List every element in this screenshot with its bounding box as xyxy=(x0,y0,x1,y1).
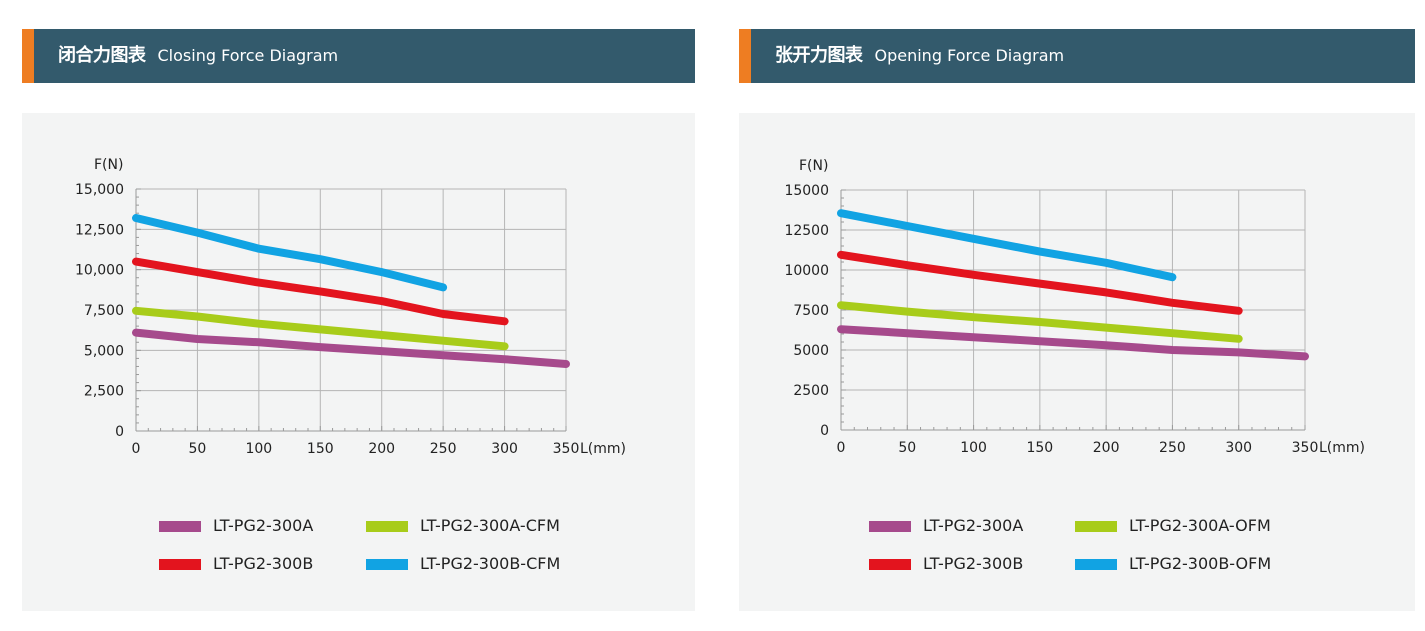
closing-force-title: 闭合力图表 Closing Force Diagram xyxy=(58,29,338,83)
closing-force-chart-area: 0 2,500 5,000 7,500 10,000 12,500 15,000 0 50 100… xyxy=(22,113,695,611)
series-line-lt-pg2-300a xyxy=(132,328,570,368)
opening-force-title-en: Opening Force Diagram xyxy=(874,46,1065,65)
legend-swatch-300a xyxy=(159,521,201,532)
series-line-lt-pg2-300b xyxy=(837,250,1243,315)
y-tick-label: 0 xyxy=(820,423,829,439)
grid-lines xyxy=(136,188,567,431)
opening-force-chart: 0 2500 5000 7500 10000 12500 15000 0 50 100 150 200… xyxy=(784,158,1365,456)
series-line-lt-pg2-300b-ofm xyxy=(837,209,1177,282)
legend-label-300a-ofm: LT-PG2-300A-OFM xyxy=(1129,516,1271,535)
y-tick-label: 0 xyxy=(115,424,124,440)
legend-label-300a-cfm: LT-PG2-300A-CFM xyxy=(420,516,560,535)
opening-force-header: 张开力图表 Opening Force Diagram xyxy=(739,29,1415,83)
x-axis-label: L(mm) xyxy=(1319,440,1365,456)
x-tick-label: 250 xyxy=(1159,440,1186,456)
y-tick-label: 2500 xyxy=(793,383,829,399)
legend-label-300b: LT-PG2-300B xyxy=(213,554,314,573)
y-tick-label: 5000 xyxy=(793,343,829,359)
legend-label-300b-cfm: LT-PG2-300B-CFM xyxy=(420,554,561,573)
legend-swatch-300b xyxy=(159,559,201,570)
x-tick-label: 50 xyxy=(189,441,207,457)
legend-swatch-300b-cfm xyxy=(366,559,408,570)
y-tick-label: 7,500 xyxy=(84,303,124,319)
x-tick-label: 350 xyxy=(1292,440,1319,456)
y-tick-label: 2,500 xyxy=(84,384,124,400)
x-axis-label: L(mm) xyxy=(580,441,626,457)
y-tick-label: 7500 xyxy=(793,303,829,319)
y-axis-label: F(N) xyxy=(799,158,828,174)
closing-force-title-en: Closing Force Diagram xyxy=(157,46,339,65)
legend-label-300b: LT-PG2-300B xyxy=(923,554,1024,573)
series-line-lt-pg2-300b-cfm xyxy=(132,214,448,292)
y-tick-label: 10000 xyxy=(784,263,829,279)
x-tick-label: 250 xyxy=(430,441,457,457)
x-tick-label: 150 xyxy=(307,441,334,457)
series-line-lt-pg2-300a-cfm xyxy=(132,306,509,351)
opening-force-title-cn: 张开力图表 xyxy=(775,45,863,66)
legend-label-300a: LT-PG2-300A xyxy=(213,516,314,535)
legend-swatch-300a xyxy=(869,521,911,532)
opening-force-title: 张开力图表 Opening Force Diagram xyxy=(775,29,1064,83)
y-tick-label: 12,500 xyxy=(75,222,124,238)
x-tick-label: 0 xyxy=(132,441,141,457)
opening-force-chart-area: 0 2500 5000 7500 10000 12500 15000 0 50 100 150 200… xyxy=(739,113,1415,611)
x-tick-label: 350 xyxy=(553,441,580,457)
x-tick-label: 200 xyxy=(368,441,395,457)
closing-force-header: 闭合力图表 Closing Force Diagram xyxy=(22,29,695,83)
y-tick-label: 15,000 xyxy=(75,182,124,198)
x-tick-label: 150 xyxy=(1026,440,1053,456)
x-tick-label: 0 xyxy=(837,440,846,456)
series-line-lt-pg2-300a-ofm xyxy=(837,301,1243,343)
y-axis-label: F(N) xyxy=(94,157,123,173)
header-accent-bar xyxy=(22,29,34,83)
y-tick-label: 12500 xyxy=(784,223,829,239)
legend-swatch-300b-ofm xyxy=(1075,559,1117,570)
y-tick-label: 10,000 xyxy=(75,263,124,279)
legend-swatch-300a-ofm xyxy=(1075,521,1117,532)
header-accent-bar xyxy=(739,29,751,83)
x-tick-label: 100 xyxy=(960,440,987,456)
closing-force-chart: 0 2,500 5,000 7,500 10,000 12,500 15,000 0 50 100… xyxy=(75,157,626,457)
y-tick-label: 5,000 xyxy=(84,343,124,359)
x-tick-label: 300 xyxy=(491,441,518,457)
x-tick-label: 300 xyxy=(1225,440,1252,456)
x-tick-label: 200 xyxy=(1093,440,1120,456)
legend-swatch-300a-cfm xyxy=(366,521,408,532)
y-tick-label: 15000 xyxy=(784,183,829,199)
legend-swatch-300b xyxy=(869,559,911,570)
closing-force-title-cn: 闭合力图表 xyxy=(58,45,146,66)
series-line-lt-pg2-300a xyxy=(837,325,1309,361)
legend-label-300b-ofm: LT-PG2-300B-OFM xyxy=(1129,554,1272,573)
x-tick-label: 100 xyxy=(245,441,272,457)
axes xyxy=(840,189,1306,431)
x-tick-label: 50 xyxy=(898,440,916,456)
series-line-lt-pg2-300b xyxy=(132,257,509,326)
legend-label-300a: LT-PG2-300A xyxy=(923,516,1024,535)
